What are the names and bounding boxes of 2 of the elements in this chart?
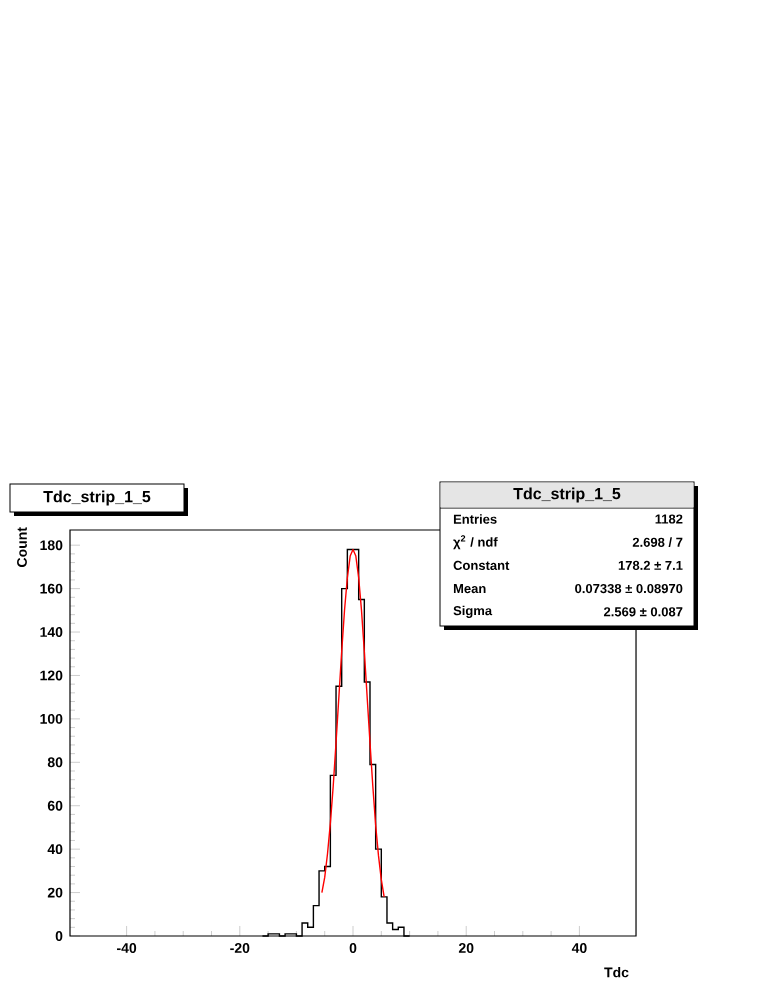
chart-title: Tdc_strip_1_5 [43,490,151,506]
text: Tdc_strip_1_5 [513,487,621,503]
